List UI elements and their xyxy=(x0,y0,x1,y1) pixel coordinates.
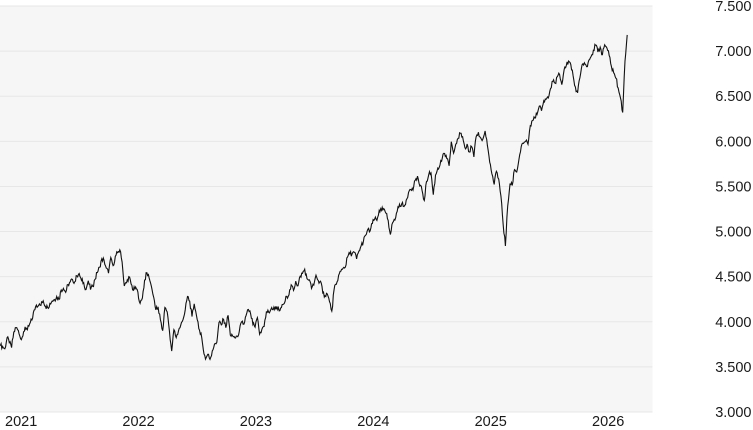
y-axis-tick-label: 6.000 xyxy=(715,134,751,150)
y-axis-tick-label: 4.000 xyxy=(715,315,751,331)
y-axis-tick-label: 5.000 xyxy=(715,225,751,241)
x-axis-tick-label: 2024 xyxy=(357,414,389,430)
x-axis-tick-label: 2025 xyxy=(475,414,507,430)
x-axis-tick-label: 2023 xyxy=(240,414,272,430)
y-axis-tick-label: 5.500 xyxy=(715,179,751,195)
price-line-series xyxy=(0,34,628,361)
y-axis-tick-label: 7.000 xyxy=(715,44,751,60)
y-axis-tick-label: 3.000 xyxy=(715,405,751,421)
x-axis-tick-label: 2026 xyxy=(592,414,624,430)
x-axis-tick-label: 2021 xyxy=(5,414,37,430)
plot-area-background xyxy=(0,6,653,412)
y-axis-tick-label: 4.500 xyxy=(715,270,751,286)
y-axis-tick-label: 6.500 xyxy=(715,89,751,105)
y-axis-tick-label: 7.500 xyxy=(715,0,751,15)
x-axis-tick-label: 2022 xyxy=(122,414,154,430)
y-axis-tick-label: 3.500 xyxy=(715,360,751,376)
